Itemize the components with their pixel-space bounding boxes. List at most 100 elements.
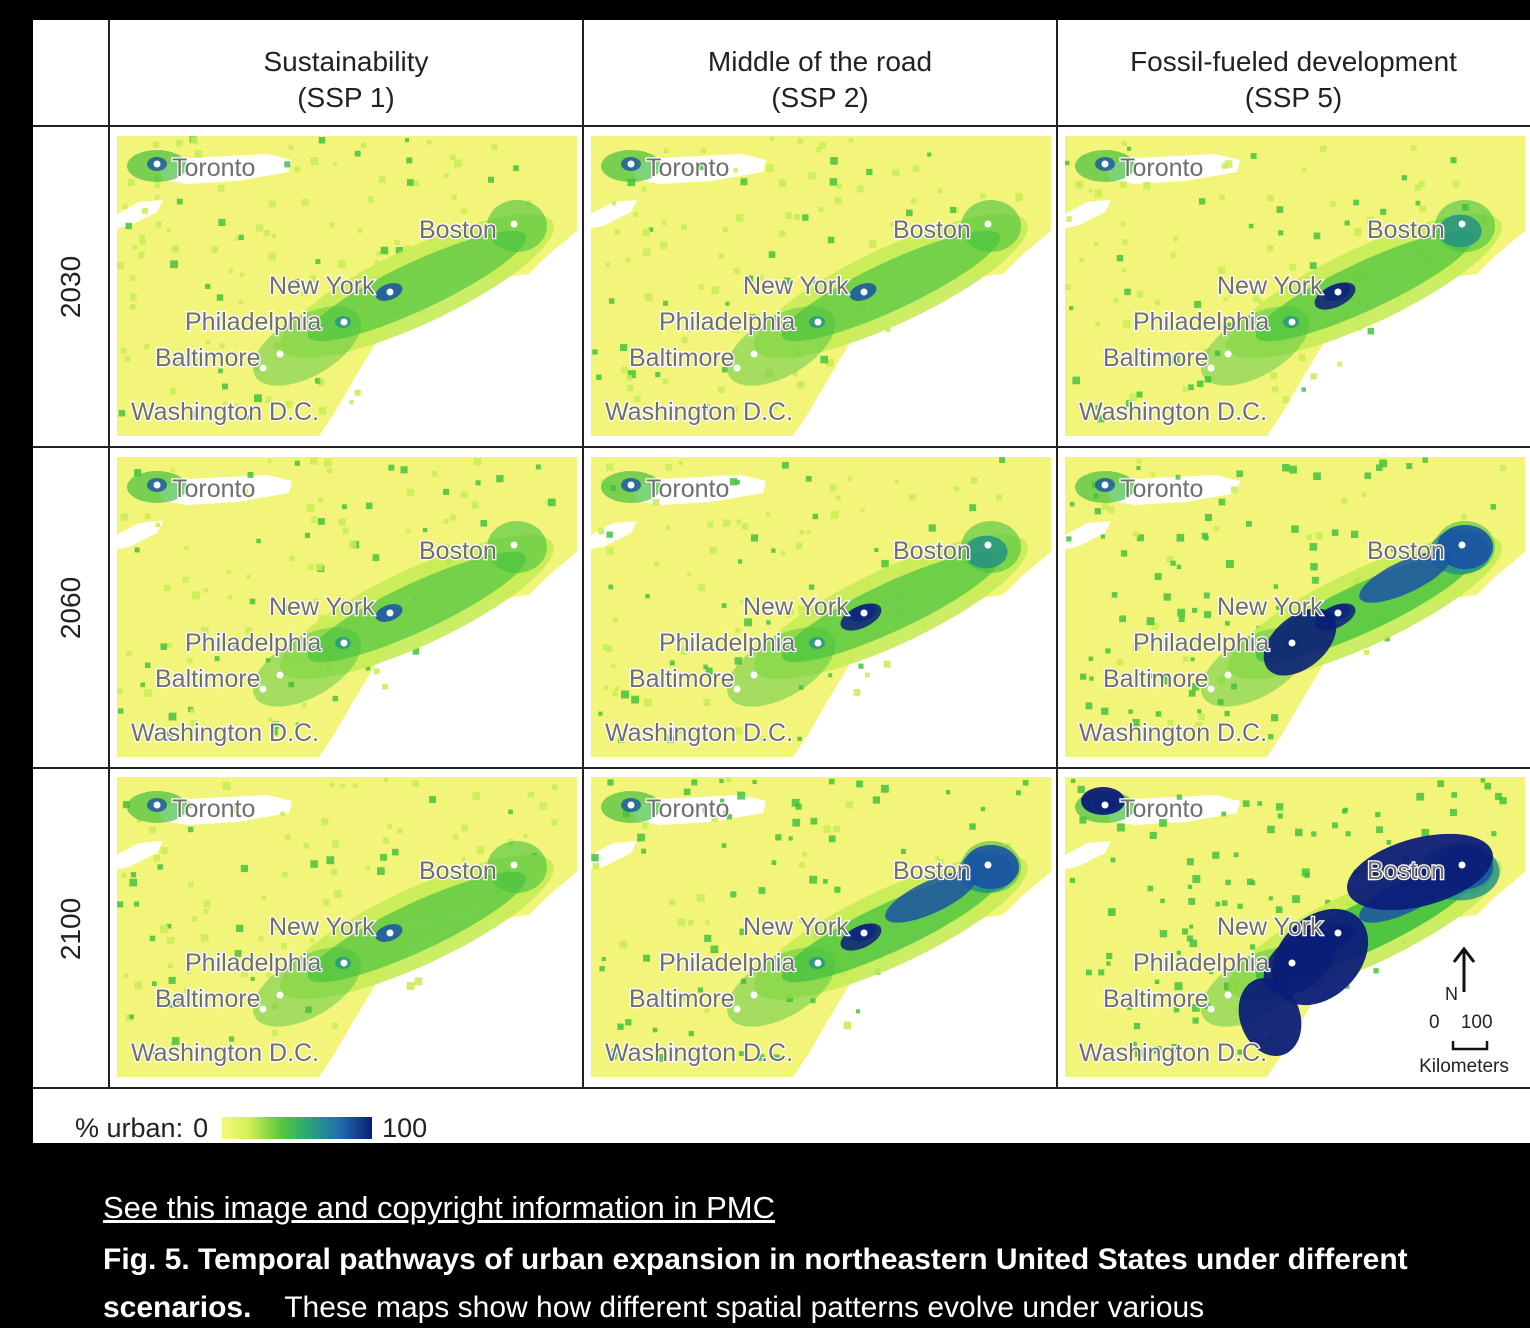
urban-pixel [1325,899,1331,906]
urban-pixel [255,224,264,232]
urban-pixel [1311,831,1317,837]
lake-erie [1065,200,1111,228]
urban-pixel [1133,644,1140,650]
urban-pixel [227,594,233,600]
city-label-washington-dc: Washington D.C. [131,398,319,426]
urban-pixel [843,1021,852,1030]
urban-pixel [1149,831,1157,839]
urban-pixel [655,372,661,378]
urban-pixel [168,976,176,984]
urban-pixel [332,921,338,927]
urban-pixel [1176,564,1182,570]
urban-pixel [1331,529,1339,536]
urban-pixel [166,731,173,738]
urban-pixel [187,657,193,664]
grid-line [33,767,1530,769]
urban-pixel [644,293,653,302]
urban-pixel [1267,825,1275,834]
row-label-text: 2030 [54,255,86,318]
city-dot-washington-dc [259,1005,267,1013]
city-dot-baltimore [750,991,758,999]
urban-pixel [406,157,413,164]
urban-pixel [406,179,414,186]
urban-pixel [830,157,838,165]
city-label-baltimore: Baltimore [629,985,735,1013]
urban-pixel [143,343,150,350]
urban-pixel [1132,718,1140,727]
urban-map: Toronto Boston New York Philadelphia Baltimo… [1065,777,1525,1077]
urban-pixel [1341,497,1348,505]
city-label-boston: Boston [1367,537,1445,565]
urban-pixel [891,168,900,177]
urban-pixel [1077,785,1085,794]
urban-pixel [691,779,698,786]
city-dot-new-york [1334,288,1342,296]
urban-pixel [828,673,833,678]
urban-pixel [1257,298,1264,305]
urban-pixel [729,478,738,486]
urban-pixel [1309,262,1317,270]
city-label-baltimore: Baltimore [155,344,261,372]
urban-pixel [653,561,660,567]
urban-pixel [460,856,466,862]
city-label-boston: Boston [1367,857,1445,885]
urban-pixel [1302,168,1307,173]
urban-pixel [228,268,233,274]
urban-pixel [1291,525,1299,533]
urban-pixel [819,142,827,150]
urban-pixel [1183,656,1189,662]
urban-pixel [1170,252,1176,259]
urban-pixel [954,486,960,492]
urban-pixel [627,370,636,379]
urban-pixel [999,457,1006,464]
urban-pixel [1208,969,1214,975]
urban-pixel [1134,1049,1143,1057]
pmc-link[interactable]: See this image and copyright information… [103,1190,775,1225]
urban-pixel [809,875,818,884]
urban-pixel [1306,534,1313,540]
urban-pixel [1089,676,1094,681]
urban-pixel [222,781,231,790]
urban-pixel [491,144,498,151]
city-dot-toronto [153,481,161,489]
baltimore-washington-band [252,627,362,707]
urban-pixel [1223,297,1228,302]
urban-pixel [318,406,327,415]
urban-pixel [153,854,161,862]
urban-pixel [373,668,380,675]
city-label-toronto: Toronto [172,475,255,503]
urban-map: Toronto Boston New York Philadelphia Baltimo… [1065,136,1525,436]
corridor-urban [1359,551,1451,603]
urban-pixel [1172,355,1180,364]
city-dot-philadelphia [1288,959,1296,967]
scale-unit: Kilometers [1419,1056,1509,1077]
urban-pixel [1119,181,1127,189]
urban-pixel [1192,1017,1199,1024]
city-dot-toronto [627,160,635,168]
urban-pixel [1121,141,1127,147]
city-label-boston: Boston [419,537,497,565]
urban-pixel [698,284,704,290]
urban-pixel [617,1023,624,1030]
urban-pixel [1275,906,1283,914]
lake-erie [1065,841,1111,869]
urban-pixel [258,936,264,942]
urban-pixel [124,356,131,362]
urban-pixel [242,488,248,495]
urban-pixel [709,546,717,555]
urban-pixel [365,865,371,870]
urban-pixel [928,524,936,532]
lake-erie [591,200,637,228]
map-panel-2100-ssp2: Toronto Boston New York Philadelphia Baltimo… [591,777,1051,1077]
lake-ontario [1105,475,1240,505]
city-dot-baltimore [276,350,284,358]
city-label-philadelphia: Philadelphia [659,308,795,336]
urban-pixel [1248,223,1254,229]
urban-pixel [329,222,335,228]
urban-pixel [123,973,129,978]
urban-pixel [170,260,178,269]
urban-pixel [1224,982,1233,991]
urban-pixel [301,702,307,708]
urban-pixel [678,461,683,466]
urban-pixel [697,987,704,993]
